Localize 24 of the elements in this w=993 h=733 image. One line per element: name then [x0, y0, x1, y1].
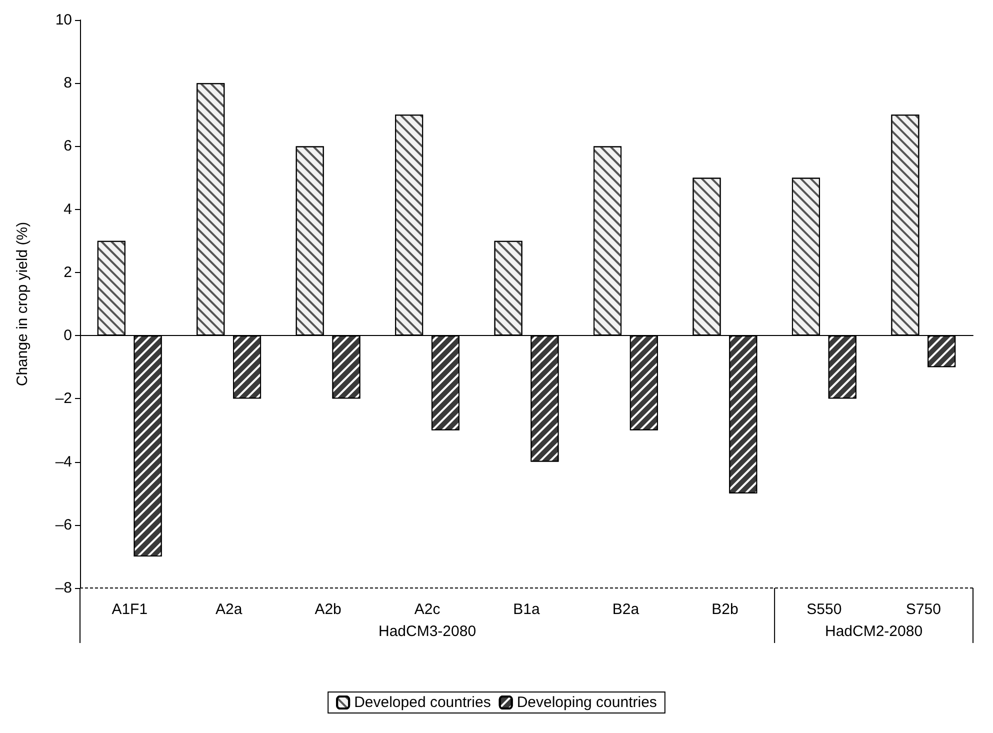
y-tick-label: 4 [64, 200, 72, 218]
y-axis-title: Change in crop yield (%) [14, 222, 31, 386]
y-tick-label: 10 [55, 12, 72, 28]
x-tick-label: S750 [906, 601, 941, 618]
y-tick-label: 0 [64, 327, 72, 344]
y-tick-label: –4 [55, 453, 72, 470]
y-tick-label: –2 [55, 390, 72, 408]
text: HadCM3-2080 [378, 623, 476, 640]
y-tick-label: 8 [64, 74, 72, 92]
legend-label: Developed countries [354, 694, 491, 711]
x-tick-label: A2b [314, 601, 342, 618]
y-tick-label: 2 [64, 264, 72, 281]
x-tick-label: A2a [215, 601, 243, 618]
y-tick-label: –8 [55, 580, 72, 596]
legend-label: Developing countries [516, 694, 657, 711]
x-tick-label: S550 [806, 601, 842, 618]
y-tick-label: –6 [55, 516, 72, 534]
x-tick-label: B2a [612, 601, 640, 618]
x-tick-label: A1F1 [112, 601, 148, 618]
text: HadCM2-2080 [824, 623, 923, 640]
x-tick-label: B2b [712, 601, 738, 618]
x-tick-label: A2c [414, 601, 441, 618]
y-tick-label: 6 [64, 138, 72, 155]
x-tick-label: B1a [513, 601, 540, 618]
